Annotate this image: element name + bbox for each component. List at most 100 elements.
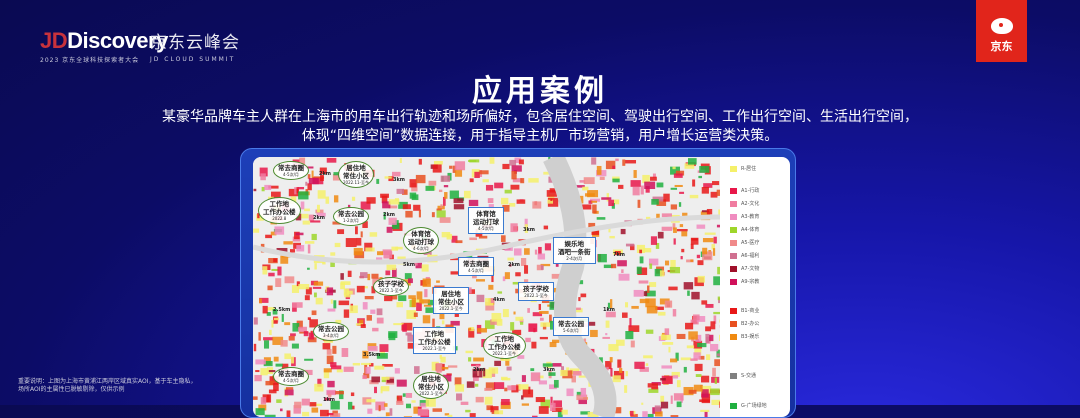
aoi-patch bbox=[448, 365, 457, 367]
aoi-patch bbox=[473, 358, 484, 362]
aoi-patch bbox=[713, 312, 720, 314]
aoi-patch bbox=[312, 408, 319, 413]
aoi-patch bbox=[454, 204, 464, 209]
aoi-patch bbox=[286, 387, 293, 390]
aoi-patch bbox=[515, 272, 520, 276]
aoi-patch bbox=[562, 410, 568, 415]
aoi-patch bbox=[314, 282, 323, 286]
legend-item: A6-福利 bbox=[730, 252, 759, 259]
aoi-patch bbox=[256, 408, 265, 415]
aoi-patch bbox=[660, 396, 664, 403]
aoi-patch bbox=[717, 353, 720, 356]
aoi-patch bbox=[395, 247, 402, 250]
callout-title: 体育馆 bbox=[473, 210, 499, 218]
aoi-patch bbox=[671, 396, 673, 404]
aoi-patch bbox=[341, 281, 351, 285]
aoi-patch bbox=[448, 415, 453, 417]
aoi-patch bbox=[646, 330, 653, 334]
aoi-patch bbox=[699, 399, 710, 402]
aoi-patch bbox=[660, 270, 665, 276]
aoi-patch bbox=[371, 274, 378, 279]
aoi-patch bbox=[661, 402, 668, 409]
legend-swatch bbox=[730, 253, 737, 259]
aoi-patch bbox=[289, 336, 295, 341]
callout-title: 孩子学校 bbox=[523, 285, 549, 293]
aoi-patch bbox=[710, 344, 718, 351]
aoi-patch bbox=[504, 388, 507, 392]
aoi-patch bbox=[259, 299, 262, 304]
aoi-patch bbox=[711, 192, 718, 198]
aoi-patch bbox=[690, 259, 693, 261]
aoi-patch bbox=[705, 334, 709, 343]
callout-sub: 4-5次/月 bbox=[278, 378, 304, 383]
aoi-patch bbox=[661, 334, 671, 339]
aoi-patch bbox=[690, 195, 699, 198]
aoi-patch bbox=[719, 335, 720, 341]
aoi-patch bbox=[670, 260, 675, 267]
aoi-patch bbox=[351, 392, 354, 396]
aoi-patch bbox=[524, 248, 530, 255]
aoi-patch bbox=[381, 387, 383, 394]
aoi-patch bbox=[285, 276, 295, 283]
aoi-patch bbox=[377, 318, 384, 324]
legend-label: B3-娱乐 bbox=[741, 333, 759, 340]
aoi-patch bbox=[265, 381, 274, 385]
aoi-patch bbox=[444, 192, 447, 199]
distance-label: 2.5km bbox=[273, 307, 290, 313]
aoi-patch bbox=[710, 388, 720, 395]
aoi-patch bbox=[419, 210, 421, 218]
aoi-patch bbox=[479, 236, 487, 239]
aoi-patch bbox=[484, 388, 492, 391]
aoi-patch bbox=[357, 286, 365, 293]
logo-jd: JD bbox=[40, 28, 67, 53]
aoi-patch bbox=[304, 209, 310, 212]
aoi-patch bbox=[327, 381, 334, 387]
aoi-patch bbox=[271, 320, 273, 328]
callout-sub: 4-5次/月 bbox=[473, 226, 499, 231]
callout-sub: 2-4次/月 bbox=[558, 256, 591, 261]
aoi-patch bbox=[476, 279, 485, 281]
aoi-patch bbox=[305, 241, 314, 244]
aoi-patch bbox=[337, 369, 343, 372]
aoi-patch bbox=[617, 359, 621, 367]
legend-item: A7-文物 bbox=[730, 265, 759, 272]
aoi-patch bbox=[447, 234, 452, 240]
aoi-patch bbox=[267, 286, 272, 291]
aoi-patch bbox=[621, 229, 626, 234]
aoi-patch bbox=[509, 203, 515, 207]
aoi-patch bbox=[705, 326, 711, 331]
legend-label: A9-宗教 bbox=[741, 278, 759, 285]
aoi-patch bbox=[714, 359, 720, 366]
aoi-patch bbox=[381, 377, 389, 380]
legend-label: A6-福利 bbox=[741, 252, 759, 259]
aoi-patch bbox=[613, 375, 621, 382]
aoi-patch bbox=[403, 393, 406, 397]
aoi-patch bbox=[483, 179, 489, 182]
aoi-patch bbox=[671, 415, 679, 417]
aoi-patch bbox=[304, 331, 309, 336]
aoi-patch bbox=[702, 389, 709, 397]
aoi-patch bbox=[464, 191, 471, 198]
aoi-patch bbox=[365, 248, 374, 252]
aoi-patch bbox=[312, 310, 317, 315]
aoi-patch bbox=[514, 248, 522, 255]
aoi-patch bbox=[601, 197, 611, 200]
aoi-patch bbox=[267, 395, 270, 402]
aoi-patch bbox=[253, 229, 259, 233]
aoi-patch bbox=[371, 376, 380, 382]
callout-title: 常去商圈 bbox=[278, 164, 304, 172]
aoi-patch bbox=[432, 212, 435, 217]
legend-label: A3-教育 bbox=[741, 213, 759, 220]
aoi-patch bbox=[314, 384, 323, 392]
aoi-patch bbox=[566, 389, 573, 397]
aoi-patch bbox=[698, 176, 702, 178]
callout-title: 常住小区 bbox=[438, 298, 464, 306]
aoi-patch bbox=[658, 232, 664, 239]
aoi-patch bbox=[414, 313, 418, 317]
aoi-patch bbox=[290, 333, 296, 336]
